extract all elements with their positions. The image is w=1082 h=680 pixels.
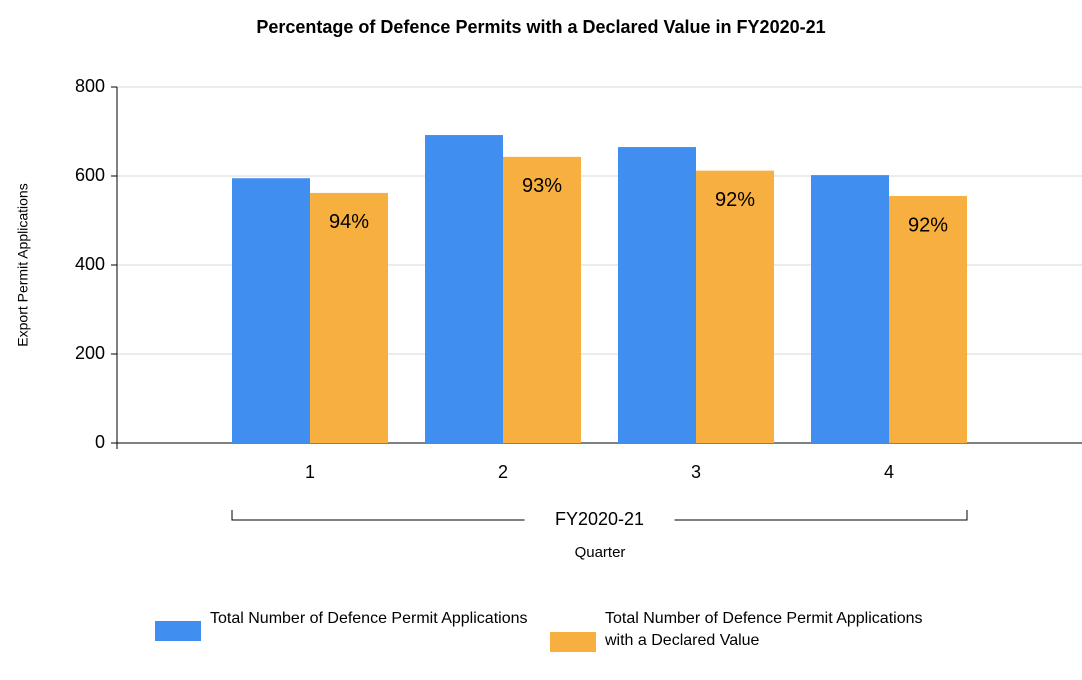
- y-tick-label: 800: [75, 76, 105, 96]
- data-label: 94%: [329, 211, 369, 233]
- legend-swatch: [550, 632, 596, 652]
- legend-swatch: [155, 621, 201, 641]
- bar: [425, 135, 503, 443]
- bar: [310, 192, 388, 443]
- group-bracket: [231, 510, 968, 521]
- group-label: FY2020-21: [555, 509, 644, 529]
- bar: [696, 170, 774, 443]
- x-tick-label: 4: [884, 462, 894, 482]
- data-label: 92%: [908, 214, 948, 236]
- x-tick-label: 2: [498, 462, 508, 482]
- data-label: 92%: [715, 189, 755, 211]
- legend-label: Total Number of Defence Permit Applicati…: [605, 610, 923, 649]
- y-tick-label: 600: [75, 165, 105, 185]
- chart-title: Percentage of Defence Permits with a Dec…: [256, 17, 825, 37]
- bar: [889, 196, 967, 443]
- y-tick-label: 0: [95, 432, 105, 452]
- legend-label: Total Number of Defence Permit Applicati…: [210, 610, 528, 627]
- y-tick-label: 400: [75, 254, 105, 274]
- data-label: 93%: [522, 175, 562, 197]
- x-tick-label: 3: [691, 462, 701, 482]
- bar: [618, 147, 696, 443]
- y-tick-label: 200: [75, 343, 105, 363]
- x-axis-label: Quarter: [575, 544, 626, 561]
- bar: [811, 175, 889, 444]
- bar: [232, 178, 310, 443]
- bar: [503, 156, 581, 444]
- y-axis-label: Export Permit Applications: [15, 183, 31, 346]
- x-tick-label: 1: [305, 462, 315, 482]
